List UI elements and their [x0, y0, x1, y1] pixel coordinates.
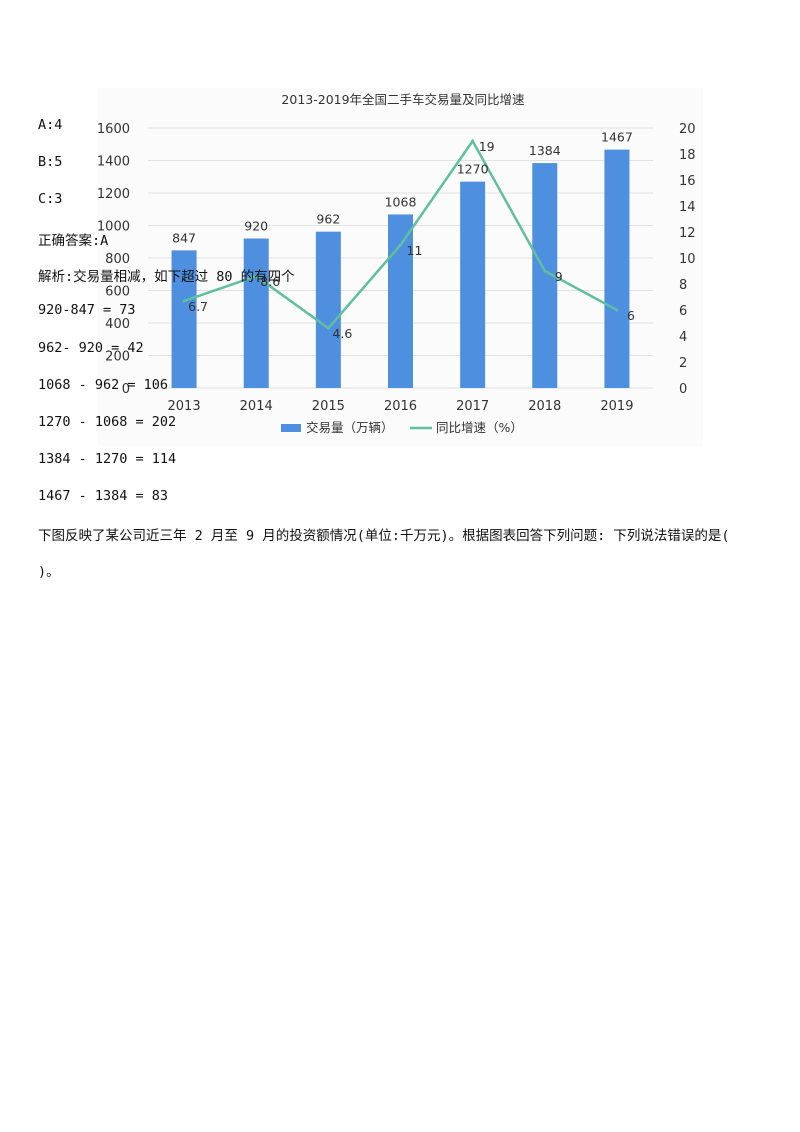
x-tick-label: 2016 — [384, 399, 417, 414]
growth-rate-point — [182, 299, 186, 303]
analysis-text: 解析:交易量相减，如下超过 80 的有四个 — [38, 269, 295, 285]
left-tick-label: 1400 — [98, 155, 130, 170]
right-tick-label: 20 — [679, 122, 696, 137]
right-tick-label: 12 — [679, 226, 696, 241]
line-value-label: 8.6 — [260, 274, 280, 289]
growth-rate-point — [326, 326, 330, 330]
growth-rate-point — [615, 308, 619, 312]
left-tick-label: 1000 — [98, 220, 130, 235]
right-tick-label: 4 — [679, 330, 687, 345]
next-question: 下图反映了某公司近三年 2 月至 9 月的投资额情况(单位:千万元)。根据图表回… — [38, 528, 730, 580]
growth-rate-point — [399, 243, 402, 247]
line-value-label: 9 — [555, 269, 563, 284]
bar-2014 — [243, 238, 269, 388]
line-value-label: 6 — [627, 308, 635, 323]
line-series — [182, 138, 619, 330]
left-tick-label: 400 — [105, 317, 130, 332]
calc-line: 962- 920 = 42 — [38, 340, 144, 356]
bar-value-label: 1467 — [601, 130, 633, 145]
left-tick-label: 800 — [105, 252, 130, 267]
correct-answer: 正确答案:A — [38, 233, 109, 249]
right-tick-label: 2 — [679, 356, 687, 371]
right-tick-label: 0 — [679, 382, 687, 397]
bar-2013 — [171, 250, 197, 388]
option-c: C:3 — [38, 191, 63, 207]
option-b: B:5 — [38, 154, 63, 170]
right-tick-label: 14 — [679, 200, 696, 215]
bar-value-label: 1384 — [529, 143, 561, 158]
x-tick-label: 2019 — [600, 399, 633, 414]
calc-line: 920-847 = 73 — [38, 302, 136, 318]
left-tick-label: 600 — [105, 285, 130, 300]
line-value-label: 6.7 — [188, 299, 208, 314]
legend-line-label: 同比增速（%） — [436, 420, 523, 435]
chart-svg: 0 200 400 600 800 1000 1200 1400 1600 0 2 4 6 8 10 12 14… — [98, 92, 696, 435]
calc-line: 1068 - 962 = 106 — [38, 377, 169, 393]
line-value-label: 19 — [479, 139, 495, 154]
right-tick-label: 10 — [679, 252, 696, 267]
x-tick-label: 2013 — [168, 399, 201, 414]
right-tick-label: 16 — [679, 174, 696, 189]
left-tick-label: 1200 — [98, 187, 130, 202]
bar-2017 — [460, 181, 486, 388]
bar-value-label: 1068 — [385, 194, 417, 209]
bar-value-label: 962 — [316, 212, 340, 227]
legend-bar-label: 交易量（万辆） — [306, 420, 394, 435]
chart-legend: 交易量（万辆） 同比增速（%） — [281, 420, 523, 435]
growth-rate-point — [543, 269, 547, 273]
bar-2016 — [388, 214, 413, 388]
bar-series — [171, 149, 630, 388]
bar-value-label: 1270 — [457, 162, 489, 177]
left-tick-label: 0 — [122, 382, 130, 397]
line-value-label: 11 — [407, 243, 423, 258]
growth-rate-point — [254, 274, 258, 278]
line-value-label: 4.6 — [332, 326, 352, 341]
bar-value-label: 920 — [244, 219, 268, 234]
left-tick-label: 1600 — [98, 122, 130, 137]
calc-line: 1384 - 1270 = 114 — [38, 451, 177, 467]
legend-bar-swatch — [281, 424, 301, 432]
x-tick-label: 2014 — [240, 399, 273, 414]
x-tick-label: 2018 — [528, 399, 561, 414]
calc-line: 1270 - 1068 = 202 — [38, 414, 177, 430]
calc-line: 1467 - 1384 = 83 — [38, 488, 169, 504]
left-tick-label: 200 — [105, 350, 130, 365]
bar-2015 — [315, 231, 341, 388]
right-tick-label: 6 — [679, 304, 687, 319]
option-a: A:4 — [38, 117, 63, 133]
right-tick-label: 8 — [679, 278, 687, 293]
bar-value-label: 847 — [172, 230, 196, 245]
growth-rate-point — [471, 139, 475, 143]
x-tick-label: 2017 — [456, 399, 489, 414]
x-tick-label: 2015 — [312, 399, 345, 414]
chart-title: 2013-2019年全国二手车交易量及同比增速 — [281, 92, 525, 107]
chart-text: 0 200 400 600 800 1000 1200 1400 1600 0 2 4 6 8 10 12 14… — [98, 122, 696, 414]
bar-2019 — [604, 149, 630, 388]
chart-figure: 0 200 400 600 800 1000 1200 1400 1600 0 2 4 6 8 10 12 14… — [98, 88, 703, 446]
right-tick-label: 18 — [679, 148, 696, 163]
